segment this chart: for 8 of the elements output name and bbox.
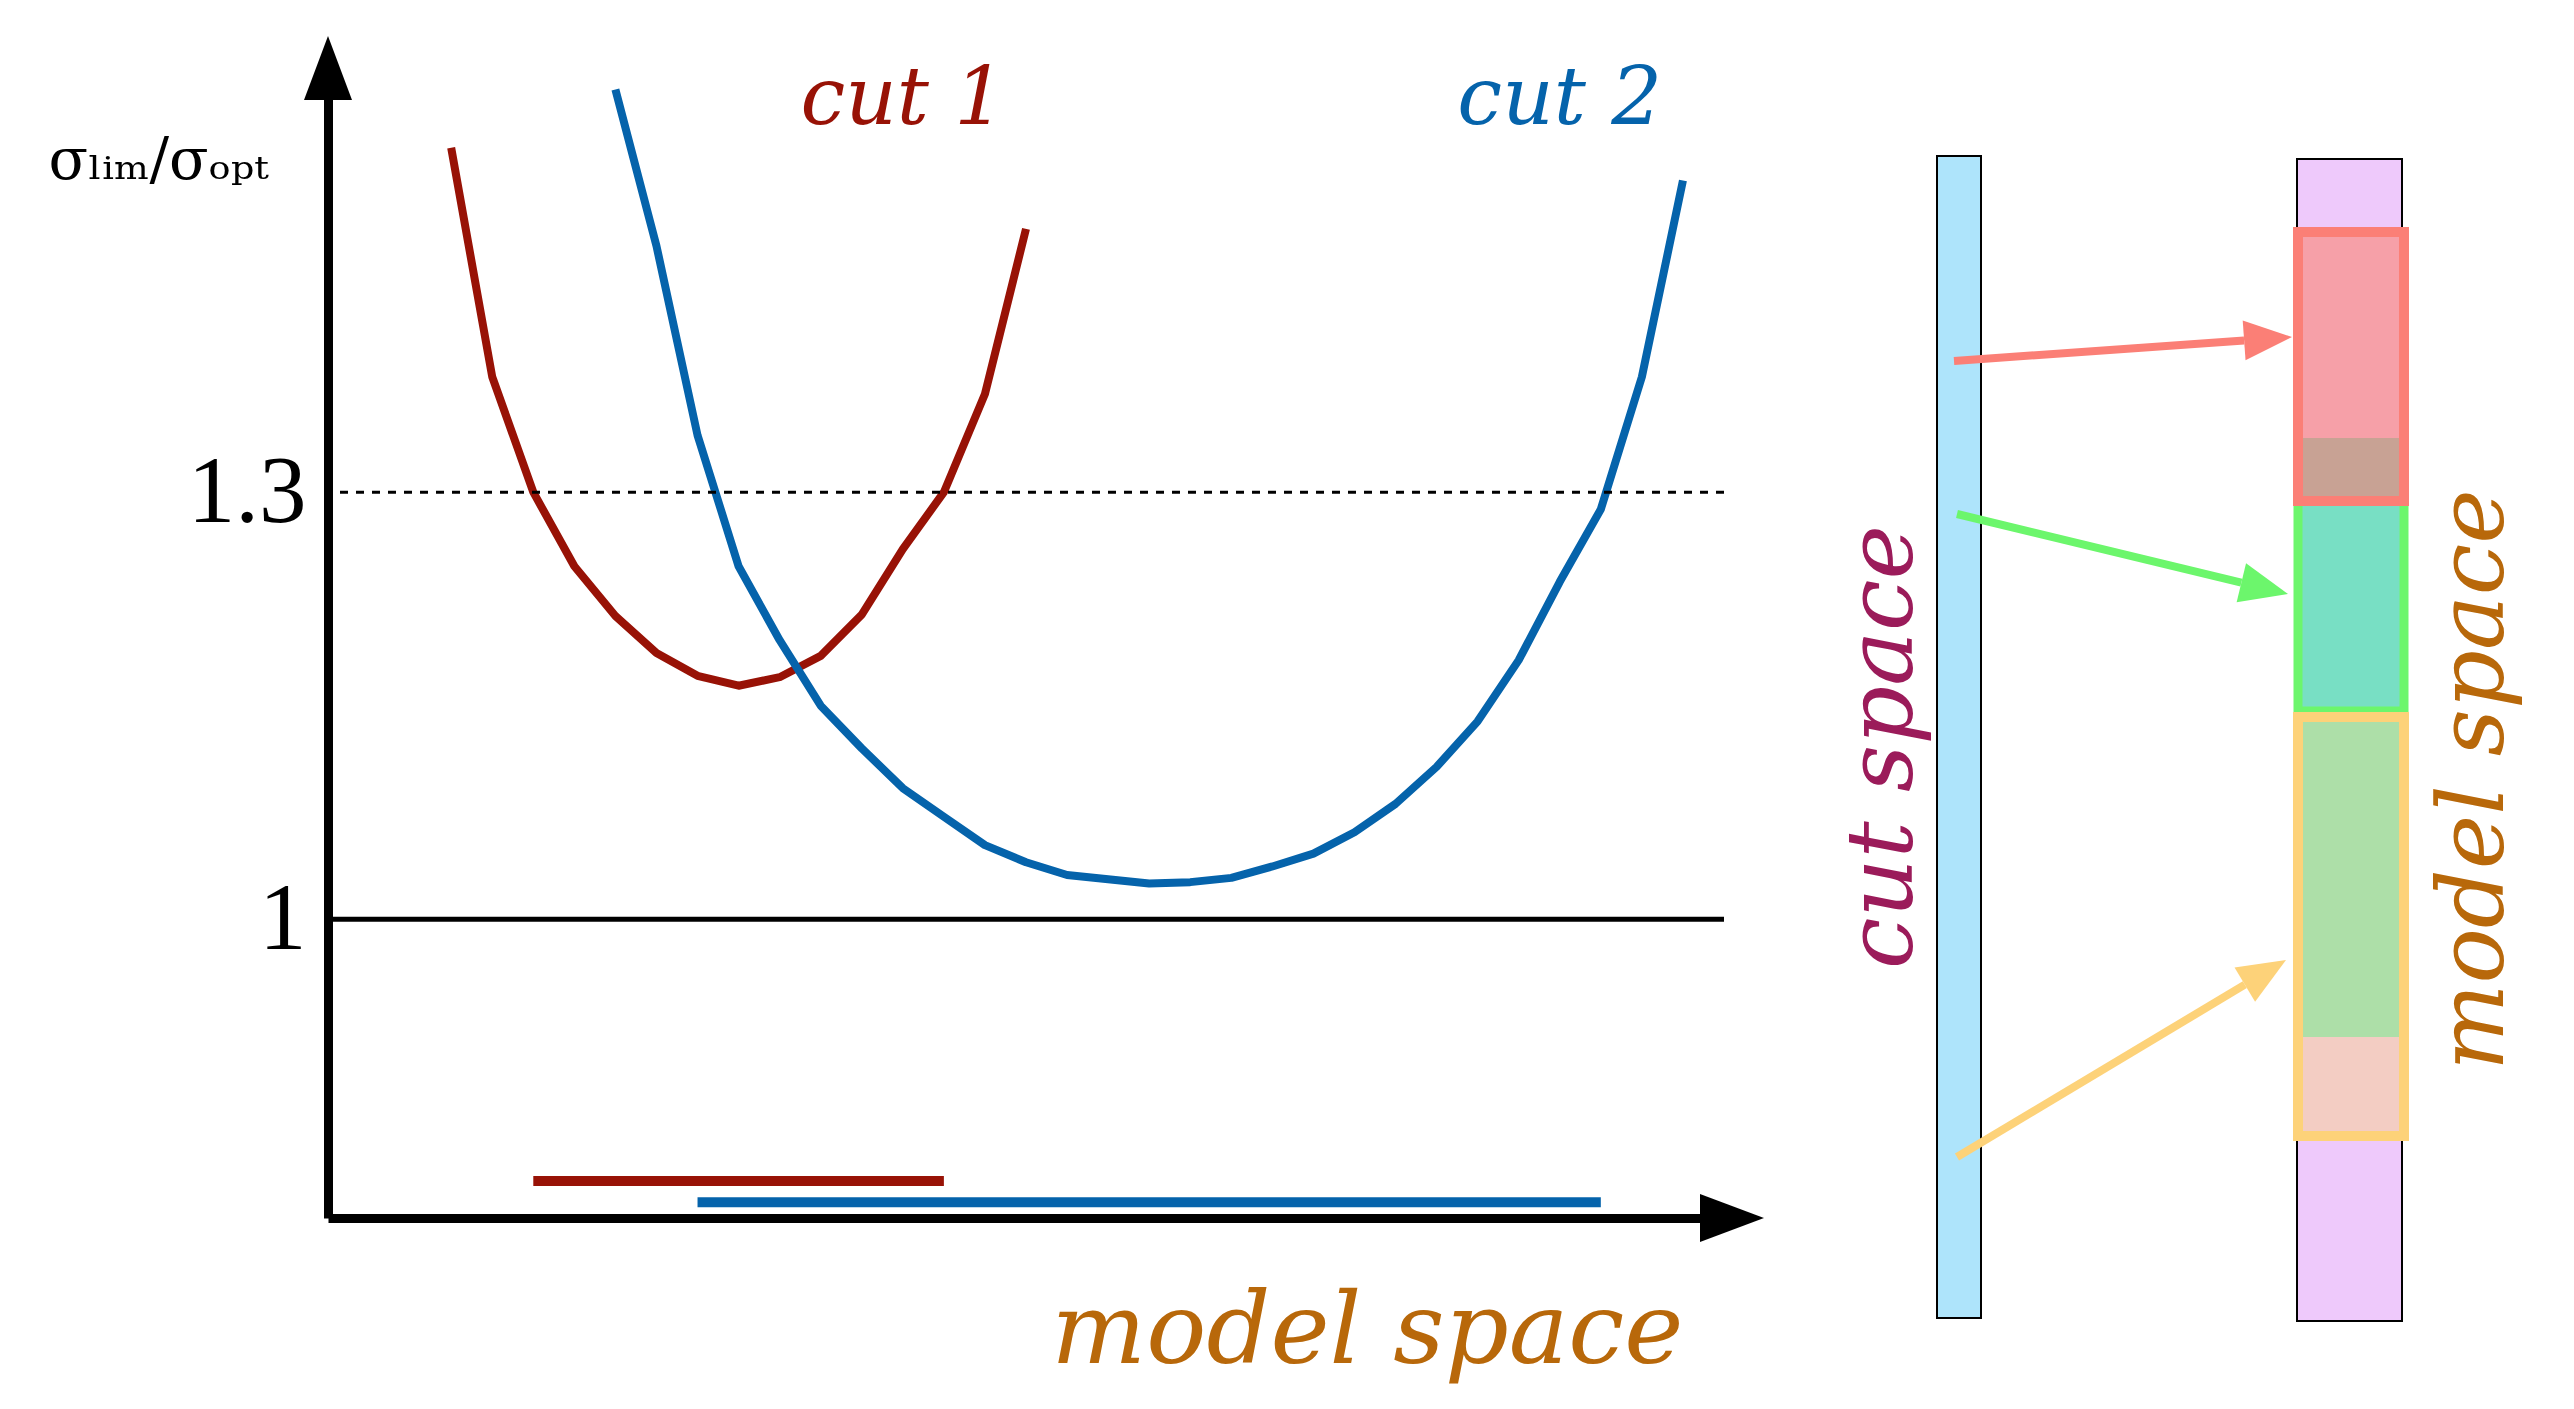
x-axis-title: model space: [1051, 1269, 1684, 1387]
series-label: cut 1: [800, 50, 1006, 143]
text: cut space: [1826, 525, 1934, 969]
series-label: cut 2: [1457, 50, 1663, 143]
y-tick-label: 1.3: [187, 436, 307, 543]
y-tick-label: 1: [259, 863, 307, 970]
text: model space: [2417, 489, 2525, 1071]
y-axis-title: σₗᵢₘ/σₒₚₜ: [48, 124, 270, 193]
